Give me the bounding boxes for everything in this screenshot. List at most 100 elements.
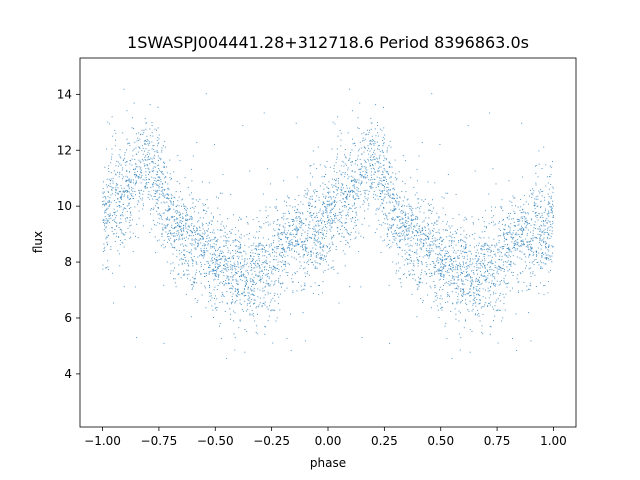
data-point [320, 254, 322, 256]
data-point [181, 234, 183, 236]
data-point [512, 272, 514, 273]
data-point [323, 176, 325, 177]
data-point [283, 268, 285, 270]
data-point [366, 129, 368, 131]
data-point [439, 144, 441, 145]
data-point [375, 157, 377, 159]
data-point [368, 190, 370, 192]
data-point [440, 273, 442, 275]
data-point [102, 188, 104, 190]
data-point [128, 142, 130, 144]
data-point [176, 212, 178, 214]
data-point [389, 227, 391, 229]
data-point [520, 217, 522, 219]
data-point [548, 210, 550, 212]
data-point [455, 318, 457, 320]
data-point [516, 278, 518, 280]
data-point [176, 218, 178, 220]
data-point [129, 237, 131, 239]
data-point [340, 139, 342, 141]
data-point [425, 217, 427, 219]
data-point [533, 253, 535, 255]
data-point [435, 232, 437, 233]
data-point [435, 240, 436, 242]
data-point [138, 192, 140, 194]
data-point [383, 142, 385, 144]
data-point [120, 206, 122, 208]
data-point [389, 163, 391, 165]
data-point [490, 286, 491, 288]
data-point [226, 277, 228, 279]
data-point [182, 225, 184, 227]
data-point [173, 220, 175, 222]
data-point [477, 252, 479, 254]
data-point [454, 257, 455, 259]
data-point [341, 174, 343, 176]
data-point [363, 237, 365, 239]
data-point [339, 212, 341, 213]
data-point [325, 209, 327, 211]
data-point [213, 289, 215, 291]
data-point [222, 174, 224, 175]
data-point [473, 286, 475, 288]
data-point [551, 210, 553, 212]
data-point [255, 275, 257, 276]
data-point [453, 258, 454, 259]
data-point [180, 229, 182, 231]
data-point [171, 195, 173, 197]
data-point [193, 256, 195, 257]
data-point [472, 281, 474, 283]
data-point [465, 261, 467, 263]
data-point [132, 117, 133, 119]
data-point [543, 146, 545, 148]
data-point [523, 253, 525, 255]
data-point [510, 261, 512, 263]
data-point [192, 276, 194, 278]
data-point [163, 212, 165, 214]
data-point [445, 214, 446, 216]
data-point [428, 252, 430, 254]
data-point [229, 230, 231, 232]
data-point [140, 166, 142, 168]
data-point [503, 229, 505, 231]
data-point [343, 236, 345, 238]
data-point [381, 198, 383, 200]
data-point [477, 258, 479, 260]
data-point [488, 245, 490, 247]
data-point [443, 274, 445, 276]
data-point [282, 270, 283, 272]
data-point [138, 176, 139, 178]
data-point [457, 265, 458, 267]
data-point [453, 261, 455, 263]
data-point [302, 203, 304, 205]
data-point [495, 292, 497, 294]
data-point [202, 257, 204, 259]
data-point [296, 217, 298, 219]
data-point [139, 176, 141, 178]
data-point [514, 247, 515, 248]
data-point [264, 266, 266, 268]
data-point [442, 289, 444, 290]
data-point [342, 187, 344, 189]
data-point [140, 172, 142, 174]
data-point [111, 116, 113, 118]
data-point [472, 258, 474, 260]
data-point [311, 195, 313, 197]
data-point [183, 258, 185, 260]
data-point [173, 208, 175, 210]
data-point [225, 269, 227, 271]
data-point [186, 230, 188, 232]
data-point [476, 294, 477, 296]
data-point [451, 283, 453, 285]
data-point [103, 243, 105, 245]
data-point [252, 258, 254, 260]
data-point [236, 239, 238, 241]
data-point [292, 242, 294, 244]
data-point [206, 230, 208, 231]
data-point [193, 281, 195, 283]
data-point [293, 245, 295, 247]
data-point [333, 184, 335, 186]
data-point [395, 208, 397, 210]
data-point [294, 236, 296, 238]
data-point [118, 176, 120, 178]
